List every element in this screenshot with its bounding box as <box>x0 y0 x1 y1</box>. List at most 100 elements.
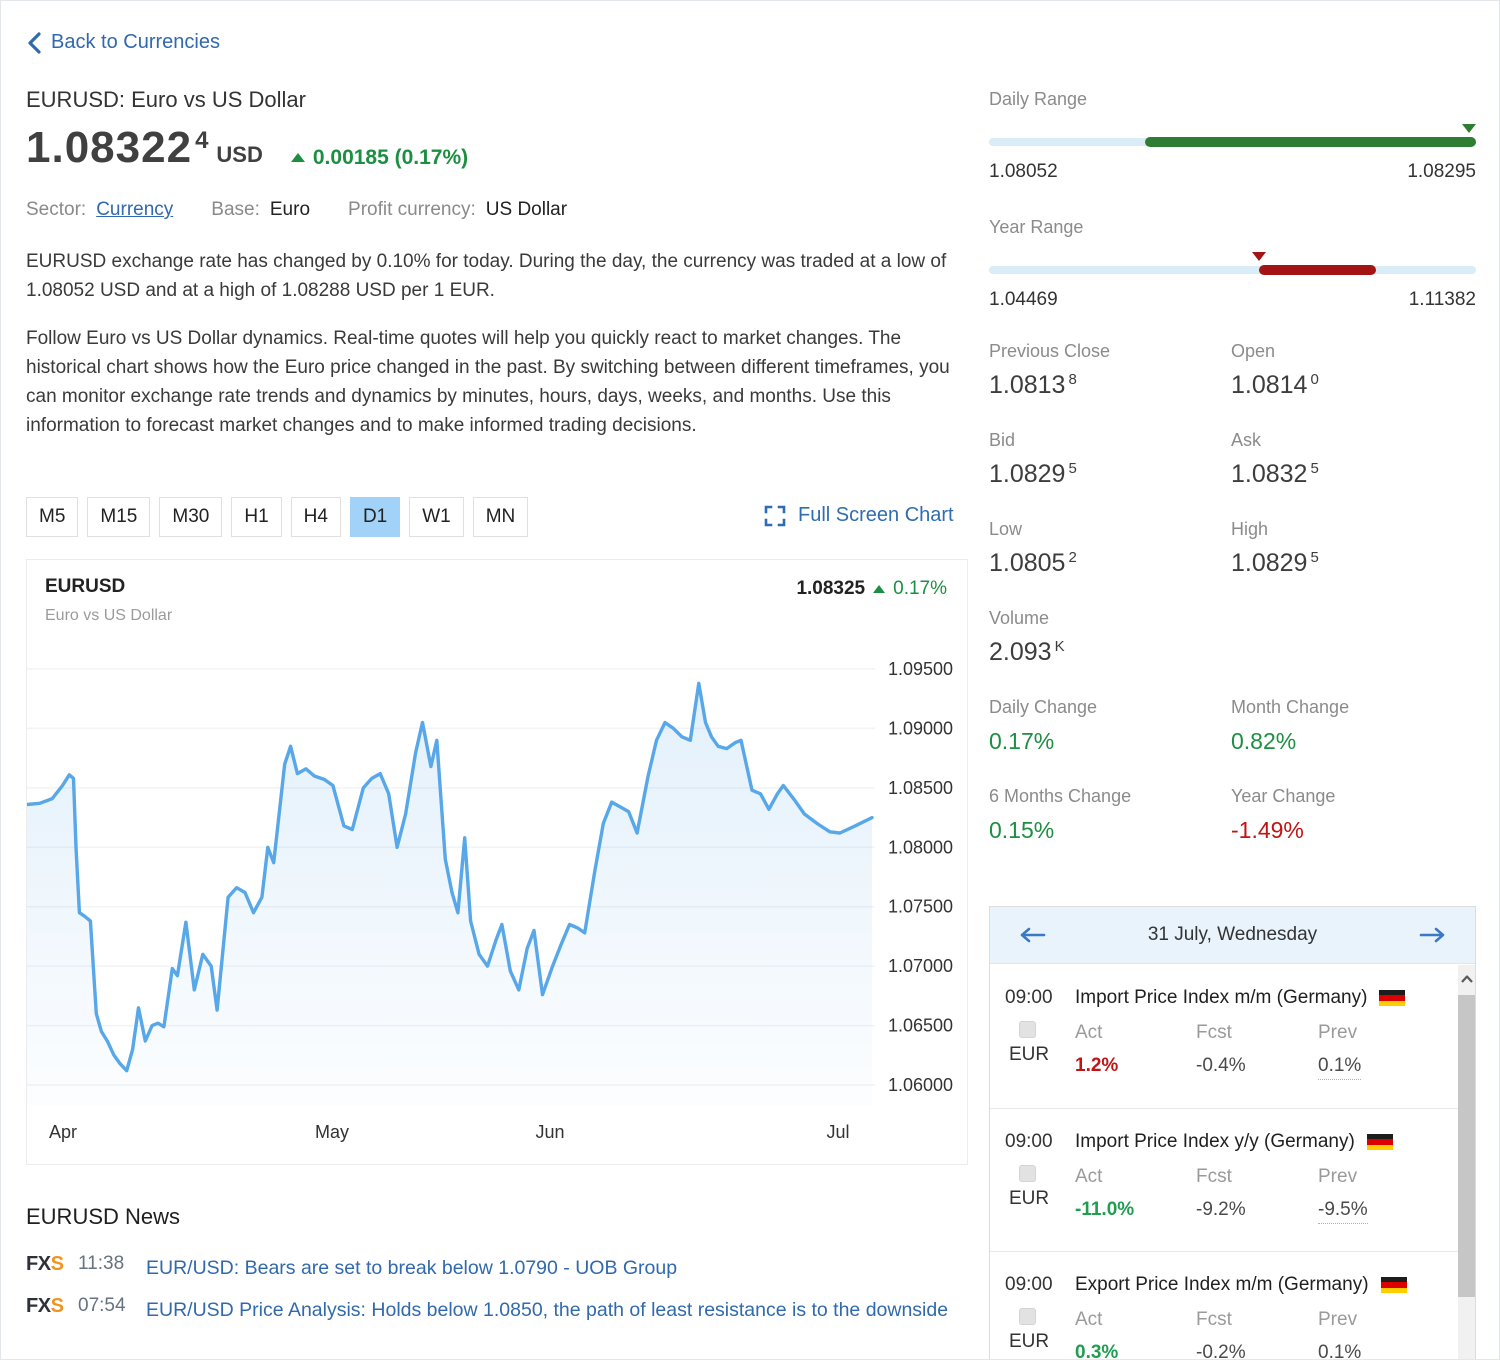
svg-text:1.07000: 1.07000 <box>888 956 953 976</box>
svg-text:1.06000: 1.06000 <box>888 1075 953 1095</box>
price-area-chart[interactable]: 1.09500 1.09000 1.08500 1.08000 1.07500 1.070… <box>27 560 967 1164</box>
chart-change-pct: 0.17% <box>893 578 947 599</box>
calendar-events-list: 09:00 EUR Import Price Index m/m (German… <box>990 965 1458 1360</box>
daily-range-values: 1.08052 1.08295 <box>989 161 1476 183</box>
news-item: FXS 07:54 EUR/USD Price Analysis: Holds … <box>26 1295 966 1325</box>
stat-year-change: Year Change -1.49% <box>1231 786 1336 843</box>
fullscreen-label: Full Screen Chart <box>798 504 954 526</box>
timeframe-h4[interactable]: H4 <box>290 497 341 537</box>
fxstreet-logo: FXS <box>26 1295 64 1317</box>
chart-header: EURUSD Euro vs US Dollar <box>45 576 172 625</box>
fullscreen-icon <box>764 505 786 527</box>
svg-text:1.08000: 1.08000 <box>888 837 953 857</box>
page-title: EURUSD: Euro vs US Dollar <box>26 87 306 112</box>
stat-previous-close: Previous Close 1.0813 8 <box>989 341 1111 399</box>
economic-calendar: 31 July, Wednesday 09:00 EUR Import Pric… <box>989 906 1476 1360</box>
news-time: 11:38 <box>78 1253 125 1274</box>
up-triangle-icon <box>290 153 305 162</box>
germany-flag-icon <box>1366 1134 1393 1150</box>
svg-text:1.09500: 1.09500 <box>888 659 953 679</box>
price-currency: USD <box>216 142 263 167</box>
daily-range-fill <box>1144 137 1476 147</box>
timeframe-w1[interactable]: W1 <box>409 497 464 537</box>
timeframe-selector: M5 M15 M30 H1 H4 D1 W1 MN <box>26 497 529 537</box>
event-time: 09:00 <box>1005 1131 1053 1152</box>
stat-6-months-change: 6 Months Change 0.15% <box>989 786 1132 843</box>
year-range-slider <box>989 252 1476 275</box>
calendar-scrollbar[interactable] <box>1458 965 1475 1359</box>
event-forecast: -0.2% <box>1196 1342 1246 1360</box>
stat-open: Open 1.0814 0 <box>1231 341 1319 399</box>
description-paragraph-1: EURUSD exchange rate has changed by 0.10… <box>26 251 947 301</box>
event-checkbox[interactable] <box>1019 1165 1036 1182</box>
year-range-low: 1.04469 <box>989 289 1058 310</box>
svg-text:Jun: Jun <box>535 1122 564 1142</box>
daily-range-low: 1.08052 <box>989 161 1058 182</box>
event-title: Export Price Index m/m (Germany) <box>1075 1274 1369 1295</box>
event-title: Import Price Index y/y (Germany) <box>1075 1131 1355 1152</box>
year-range-fill <box>1259 265 1377 275</box>
event-currency: EUR <box>1009 1188 1050 1209</box>
timeframe-d1[interactable]: D1 <box>349 497 401 537</box>
chart-symbol: EURUSD <box>45 576 126 597</box>
event-time: 09:00 <box>1005 987 1053 1008</box>
description-paragraph-2: Follow Euro vs US Dollar dynamics. Real-… <box>26 328 950 436</box>
event-checkbox[interactable] <box>1019 1021 1036 1038</box>
stat-volume: Volume 2.093 K <box>989 608 1065 666</box>
sector-link[interactable]: Currency <box>96 199 174 220</box>
current-price-sup-digit: 4 <box>195 127 209 154</box>
daily-range-slider <box>989 124 1476 147</box>
calendar-next-day-arrow-icon[interactable] <box>1419 926 1447 944</box>
year-range-label: Year Range <box>989 217 1084 237</box>
stat-month-change: Month Change 0.82% <box>1231 697 1350 754</box>
daily-range-marker-icon <box>1461 124 1476 133</box>
price-change-value: 0.00185 (0.17%) <box>312 145 469 169</box>
timeframe-mn[interactable]: MN <box>472 497 529 537</box>
calendar-prev-day-arrow-icon[interactable] <box>1018 926 1046 944</box>
svg-text:Apr: Apr <box>49 1122 77 1142</box>
year-range-high: 1.11382 <box>1408 289 1476 310</box>
price-change: 0.00185 (0.17%) <box>290 145 469 170</box>
news-link[interactable]: EUR/USD: Bears are set to break below 1.… <box>146 1257 678 1279</box>
back-to-currencies-link[interactable]: Back to Currencies <box>26 31 220 54</box>
event-actual: 1.2% <box>1075 1055 1119 1076</box>
timeframe-h1[interactable]: H1 <box>231 497 282 537</box>
scrollbar-up-arrow-icon[interactable] <box>1458 965 1475 993</box>
profit-currency-label: Profit currency: <box>348 199 476 220</box>
back-link-label: Back to Currencies <box>51 31 220 53</box>
svg-text:Jul: Jul <box>826 1122 849 1142</box>
svg-text:1.06500: 1.06500 <box>888 1016 953 1036</box>
event-checkbox[interactable] <box>1019 1308 1036 1325</box>
scrollbar-thumb[interactable] <box>1458 995 1475 1297</box>
event-title: Import Price Index m/m (Germany) <box>1075 987 1368 1008</box>
timeframe-m15[interactable]: M15 <box>87 497 151 537</box>
news-link[interactable]: EUR/USD Price Analysis: Holds below 1.08… <box>146 1299 949 1321</box>
event-forecast: -0.4% <box>1196 1055 1246 1076</box>
event-previous: -9.5% <box>1318 1199 1368 1224</box>
event-actual: -11.0% <box>1075 1199 1135 1220</box>
event-currency: EUR <box>1009 1331 1050 1352</box>
news-time: 07:54 <box>78 1295 126 1316</box>
daily-range-label: Daily Range <box>989 89 1088 109</box>
full-screen-chart-link[interactable]: Full Screen Chart <box>764 504 954 527</box>
timeframe-m30[interactable]: M30 <box>159 497 223 537</box>
news-item: FXS 11:38 EUR/USD: Bears are set to brea… <box>26 1253 966 1283</box>
event-previous: 0.1% <box>1318 1055 1362 1080</box>
svg-text:May: May <box>315 1122 349 1142</box>
current-price: 1.08322 <box>26 123 193 172</box>
calendar-header: 31 July, Wednesday <box>990 907 1475 964</box>
chart-subtitle: Euro vs US Dollar <box>45 607 173 624</box>
daily-range-high: 1.08295 <box>1407 161 1476 182</box>
up-triangle-icon <box>873 585 886 593</box>
year-range-marker-icon <box>1252 252 1267 261</box>
news-heading: EURUSD News <box>26 1204 181 1229</box>
svg-text:1.09000: 1.09000 <box>888 718 953 738</box>
event-currency: EUR <box>1009 1044 1050 1065</box>
stat-low: Low 1.0805 2 <box>989 519 1077 577</box>
timeframe-m5[interactable]: M5 <box>26 497 79 537</box>
price-chart-card: 1.09500 1.09000 1.08500 1.08000 1.07500 1.070… <box>26 559 968 1165</box>
stat-daily-change: Daily Change 0.17% <box>989 697 1098 754</box>
event-actual: 0.3% <box>1075 1342 1119 1360</box>
chart-last-quote: 1.08325 0.17% <box>796 578 947 600</box>
